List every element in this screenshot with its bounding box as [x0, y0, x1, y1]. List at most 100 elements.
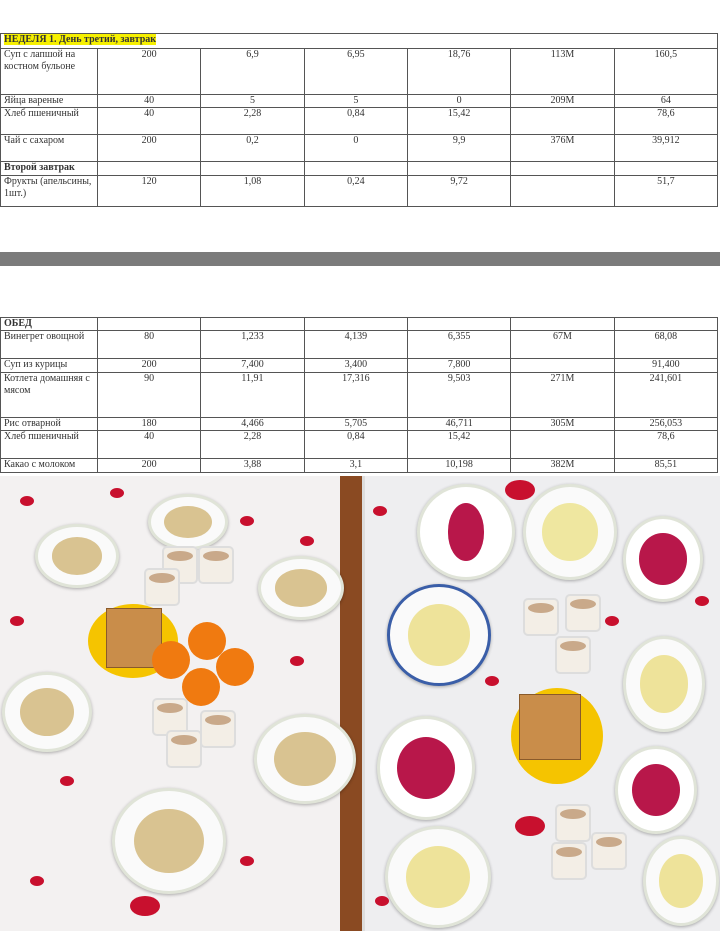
cell: 68,08 [613, 330, 719, 359]
petal [30, 876, 44, 886]
soup-plate [258, 556, 344, 620]
cell: 9,9 [406, 134, 512, 162]
cell: 180 [96, 417, 202, 431]
cell: 160,5 [613, 48, 719, 95]
cell: 382М [510, 458, 615, 473]
soup-plate [643, 836, 719, 926]
cell [510, 358, 615, 373]
photo-divider [362, 476, 365, 931]
dish-name: Фрукты (апельсины, 1шт.) [0, 175, 98, 207]
petal [10, 616, 24, 626]
petal [695, 596, 709, 606]
cell: 90 [96, 372, 202, 418]
petal [375, 896, 389, 906]
cocoa-cup [551, 842, 587, 880]
petal [605, 616, 619, 626]
table-row: Котлета домашняя с мясом 90 11,91 17,316 9,5… [0, 372, 719, 418]
cell: 0,2 [200, 134, 305, 162]
table-row: Фрукты (апельсины, 1шт.) 120 1,08 0,24 9,72 5… [0, 175, 719, 207]
cell: 3,88 [200, 458, 305, 473]
lunch-photo [365, 476, 720, 931]
petal [505, 480, 535, 500]
cell: 91,400 [613, 358, 719, 373]
table-row: Суп с лапшой на костном бульоне 200 6,9 6,9… [0, 48, 719, 95]
cell: 3,400 [303, 358, 408, 373]
petal [290, 656, 304, 666]
petal [20, 496, 34, 506]
table-row: Рис отварной 180 4,466 5,705 46,711 305М 256,0… [0, 417, 719, 431]
soup-plate [623, 636, 705, 732]
dish-name: Винегрет овощной [0, 330, 98, 359]
dish-name: Какао с молоком [0, 458, 98, 473]
cocoa-cup [555, 804, 591, 842]
cell: 376М [510, 134, 615, 162]
soup-plate [387, 584, 491, 686]
soup-plate [254, 714, 356, 804]
cell: 209М [510, 94, 615, 108]
table-edge [340, 476, 362, 931]
breakfast-photo [0, 476, 362, 931]
cell: 7,400 [200, 358, 305, 373]
table-row: Чай с сахаром 200 0,2 0 9,9 376М 39,912 [0, 134, 719, 162]
cell: 6,95 [303, 48, 408, 95]
cell: 15,42 [406, 107, 512, 135]
cell: 15,42 [406, 430, 512, 459]
petal [240, 516, 254, 526]
cell: 200 [96, 134, 202, 162]
tea-cup [144, 568, 180, 606]
table-row: Хлеб пшеничный 40 2,28 0,84 15,42 78,6 [0, 107, 719, 135]
cell: 10,198 [406, 458, 512, 473]
petal [485, 676, 499, 686]
cell: 9,503 [406, 372, 512, 418]
breakfast-table: НЕДЕЛЯ 1. День третий, завтрак Суп с лап… [0, 33, 719, 207]
cell: 39,912 [613, 134, 719, 162]
cell [510, 107, 615, 135]
petal [515, 816, 545, 836]
cell: 271М [510, 372, 615, 418]
orange [216, 648, 254, 686]
petal [240, 856, 254, 866]
cell: 9,72 [406, 175, 512, 207]
cocoa-cup [523, 598, 559, 636]
cell: 200 [96, 458, 202, 473]
cell: 241,601 [613, 372, 719, 418]
cell: 6,355 [406, 330, 512, 359]
cell: 85,51 [613, 458, 719, 473]
dish-name: Суп из курицы [0, 358, 98, 373]
section-row: Второй завтрак [0, 161, 719, 176]
cell: 64 [613, 94, 719, 108]
cell: 7,800 [406, 358, 512, 373]
cell: 200 [96, 48, 202, 95]
petal [373, 506, 387, 516]
cell: 5 [303, 94, 408, 108]
soup-plate [148, 494, 228, 550]
cell: 1,233 [200, 330, 305, 359]
cell: 0,84 [303, 430, 408, 459]
dish-name: Котлета домашняя с мясом [0, 372, 98, 418]
cell: 46,711 [406, 417, 512, 431]
cell: 40 [96, 94, 202, 108]
dish-name: Яйца вареные [0, 94, 98, 108]
cell: 4,139 [303, 330, 408, 359]
tea-cup [198, 546, 234, 584]
cell: 0,84 [303, 107, 408, 135]
cell [510, 175, 615, 207]
cell: 113М [510, 48, 615, 95]
breakfast-heading: НЕДЕЛЯ 1. День третий, завтрак [4, 34, 157, 45]
tea-cup [200, 710, 236, 748]
cell: 1,08 [200, 175, 305, 207]
cocoa-cup [565, 594, 601, 632]
cell: 200 [96, 358, 202, 373]
cell: 78,6 [613, 107, 719, 135]
cell: 6,9 [200, 48, 305, 95]
petal [300, 536, 314, 546]
petal [110, 488, 124, 498]
orange [182, 668, 220, 706]
cell: 4,466 [200, 417, 305, 431]
dish-name: Рис отварной [0, 417, 98, 431]
orange [152, 641, 190, 679]
cell: 0 [406, 94, 512, 108]
dish-name: Суп с лапшой на костном бульоне [0, 48, 98, 95]
dish-name: Хлеб пшеничный [0, 430, 98, 459]
cell: 11,91 [200, 372, 305, 418]
